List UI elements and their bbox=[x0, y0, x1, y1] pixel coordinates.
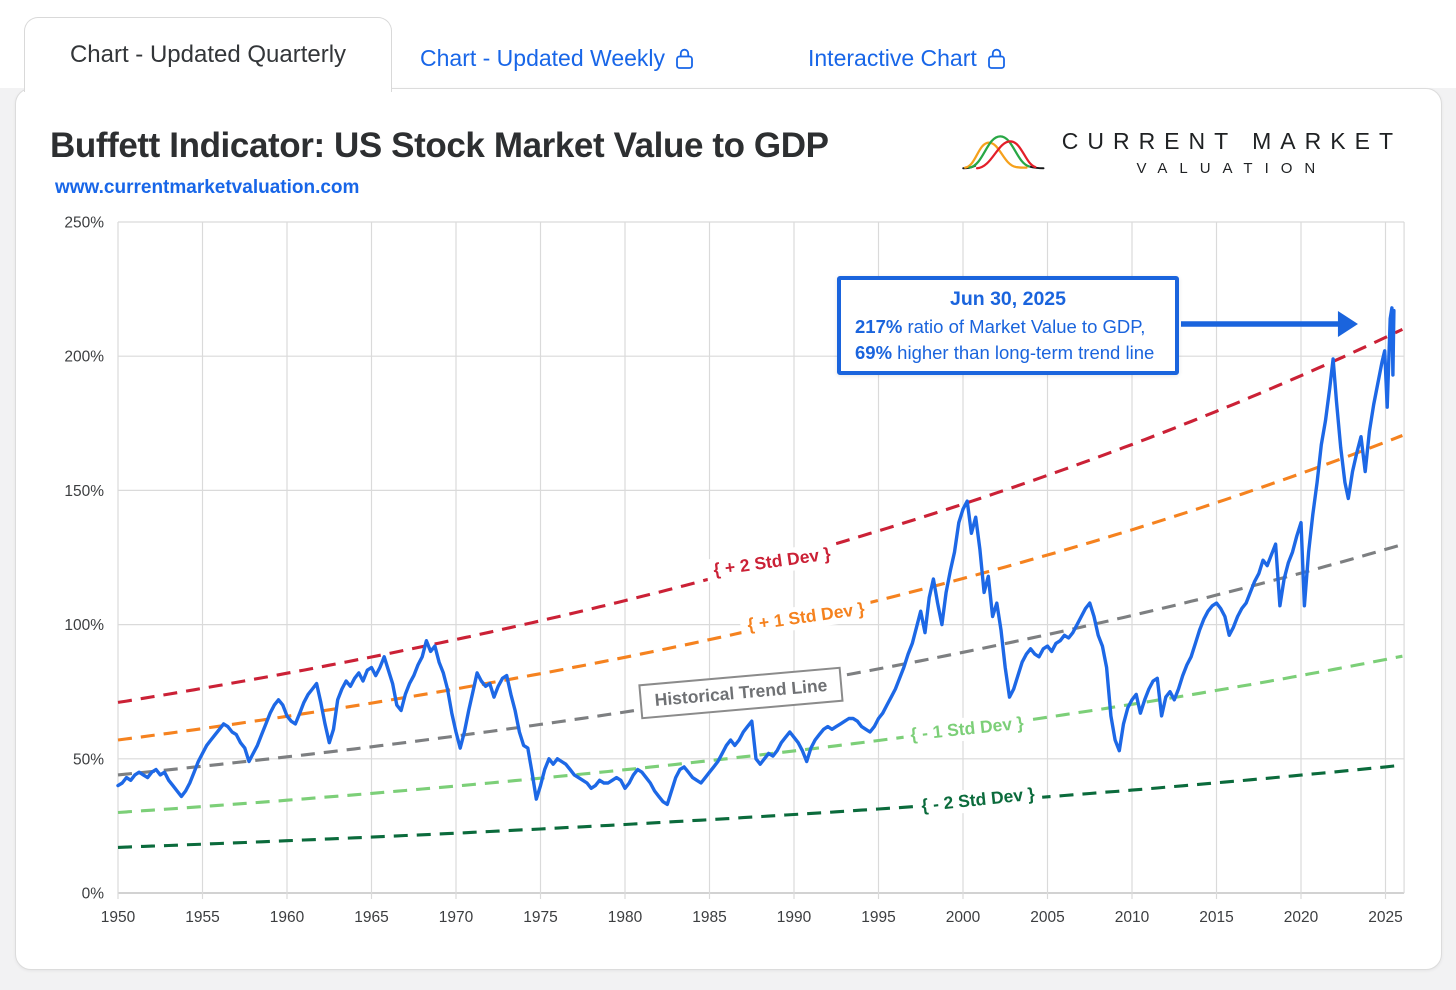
brand-logo: CURRENT MARKET VALUATION bbox=[962, 116, 1402, 188]
brand-name-line2: VALUATION bbox=[1136, 159, 1328, 177]
lock-icon bbox=[987, 48, 1005, 69]
annotation-date: Jun 30, 2025 bbox=[950, 288, 1066, 310]
tab-interactive-chart[interactable]: Interactive Chart bbox=[808, 38, 1006, 78]
tab-interactive-chart-label: Interactive Chart bbox=[808, 44, 977, 71]
brand-logo-text: CURRENT MARKET VALUATION bbox=[1062, 128, 1402, 177]
tab-chart-quarterly-label: Chart - Updated Quarterly bbox=[69, 41, 347, 68]
annotation-line1: 217% ratio of Market Value to GDP, bbox=[855, 316, 1146, 337]
annotation-line2: 69% higher than long-term trend line bbox=[855, 342, 1155, 363]
site-url-link[interactable]: www.currentmarketvaluation.com bbox=[55, 177, 360, 198]
tab-chart-quarterly[interactable]: Chart - Updated Quarterly bbox=[24, 17, 392, 92]
brand-name-line1: CURRENT MARKET bbox=[1061, 127, 1402, 154]
page-title: Buffett Indicator: US Stock Market Value… bbox=[50, 126, 829, 165]
annotation-trend-delta-value: 69% bbox=[855, 342, 893, 363]
chart-card bbox=[15, 88, 1442, 970]
tab-chart-weekly[interactable]: Chart - Updated Weekly bbox=[420, 38, 694, 78]
bell-curves-icon bbox=[962, 135, 1045, 170]
annotation-ratio-value: 217% bbox=[855, 316, 903, 337]
lock-icon bbox=[676, 48, 693, 69]
tab-chart-weekly-label: Chart - Updated Weekly bbox=[420, 44, 666, 71]
annotation-callout: Jun 30, 2025 217% ratio of Market Value … bbox=[837, 276, 1179, 375]
